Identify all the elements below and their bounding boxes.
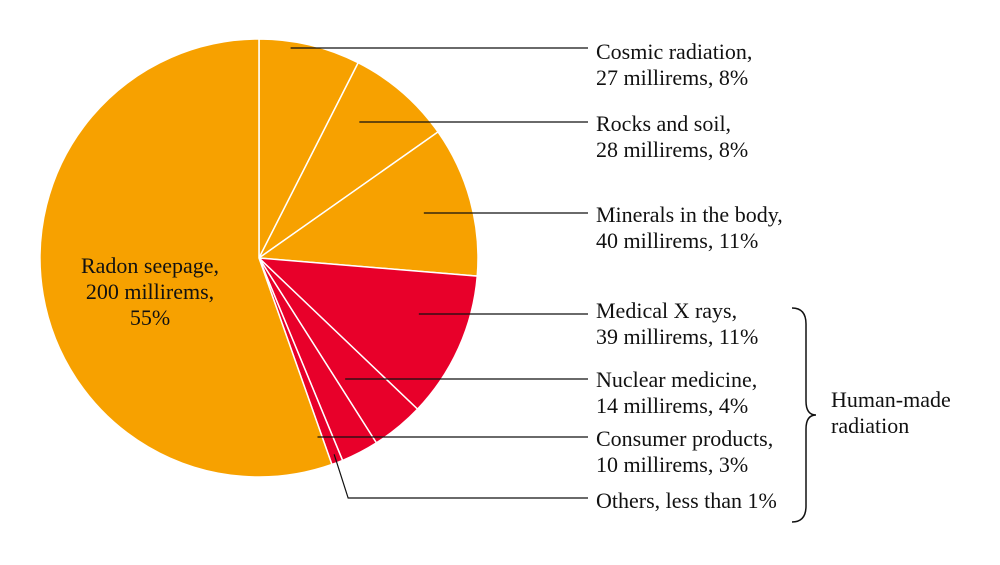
slice-label-line: Consumer products, [596,426,773,451]
group-label-line: Human-made [831,387,951,412]
pie-slice-1 [258,61,440,259]
slice-label-7: Radon seepage, 200 millirems, 55% [81,253,219,330]
slice-label-line: Radon seepage, [81,253,219,278]
slice-label-0: Cosmic radiation, 27 millirems, 8% [596,39,752,90]
slice-label-line: 55% [130,305,170,330]
human-made-group-label: Human-made radiation [831,387,951,438]
slice-label-line: 10 millirems, 3% [596,452,748,477]
slice-label-6: Others, less than 1% [596,488,777,513]
slice-label-line: 200 millirems, [86,279,214,304]
slice-label-line: Nuclear medicine, [596,367,757,392]
group-label-line: radiation [831,413,909,438]
slice-label-line: 40 millirems, 11% [596,228,758,253]
slice-label-3: Medical X rays, 39 millirems, 11% [596,298,758,349]
pie-slices [39,38,479,478]
slice-label-line: 27 millirems, 8% [596,65,748,90]
slice-label-line: Cosmic radiation, [596,39,752,64]
slice-labels: Cosmic radiation, 27 millirems, 8% Rocks a… [81,39,783,513]
slice-label-line: Others, less than 1% [596,488,777,513]
slice-label-line: Medical X rays, [596,298,737,323]
slice-label-4: Nuclear medicine, 14 millirems, 4% [596,367,757,418]
leader-line-6 [333,454,588,499]
pie-slice-3 [256,257,479,411]
slice-label-1: Rocks and soil, 28 millirems, 8% [596,111,748,162]
slice-label-2: Minerals in the body, 40 millirems, 11% [596,202,783,253]
pie-slice-2 [256,130,479,277]
pie-slice-7 [39,38,333,478]
leader-lines [290,47,588,499]
slice-label-line: 39 millirems, 11% [596,324,758,349]
slice-label-5: Consumer products, 10 millirems, 3% [596,426,773,477]
human-made-brace [791,307,817,523]
pie-slice-0 [258,38,360,259]
slice-label-line: Rocks and soil, [596,111,731,136]
slice-label-line: Minerals in the body, [596,202,783,227]
slice-label-line: 14 millirems, 4% [596,393,748,418]
slice-label-line: 28 millirems, 8% [596,137,748,162]
